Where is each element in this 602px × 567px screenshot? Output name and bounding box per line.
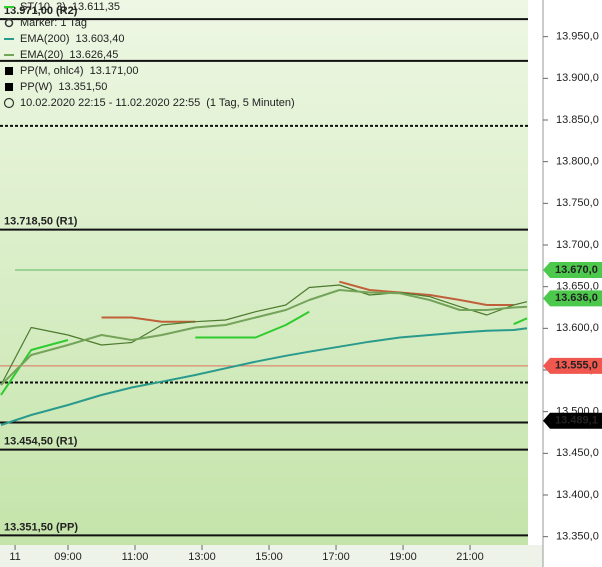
y-tick-label: 13.750,0 xyxy=(556,197,599,209)
legend-text: 13.611,35 xyxy=(72,1,120,13)
st-line xyxy=(0,310,528,396)
y-tick-label: 13.600,0 xyxy=(556,322,599,334)
y-tick-label: 13.850,0 xyxy=(556,114,599,126)
y-tick-label: 13.900,0 xyxy=(556,72,599,84)
legend-text: 13.626,45 xyxy=(69,49,118,61)
level-label: 13.971,00 (R2) xyxy=(4,5,78,17)
x-tick-label: 19:00 xyxy=(389,551,417,563)
x-tick-label: 21:00 xyxy=(456,551,484,563)
legend-text: PP(W) xyxy=(20,81,52,93)
y-tick-label: 13.450,0 xyxy=(556,447,599,459)
legend-text: PP(M, ohlc4) xyxy=(20,65,84,77)
legend-icon xyxy=(4,18,14,28)
price-marker xyxy=(543,412,602,429)
x-tick-label: 17:00 xyxy=(322,551,350,563)
price-marker-label: 13.670,0 xyxy=(555,264,598,276)
legend-text: EMA(20) xyxy=(20,49,63,61)
price-marker xyxy=(543,290,602,307)
x-tick-label: 09:00 xyxy=(54,551,82,563)
legend-icon xyxy=(5,67,13,75)
price-marker xyxy=(543,357,602,374)
trail-line xyxy=(101,280,514,323)
x-tick-label: 11 xyxy=(9,551,20,563)
plot-area xyxy=(0,0,528,545)
price-marker-label: 13.555,0 xyxy=(555,360,598,372)
legend-icon xyxy=(5,83,13,91)
y-tick-label: 13.400,0 xyxy=(556,489,599,501)
legend-text: Marker: 1 Tag xyxy=(20,17,87,29)
y-tick-label: 13.700,0 xyxy=(556,239,599,251)
y-tick-label: 13.800,0 xyxy=(556,156,599,168)
y-tick-label: 13.950,0 xyxy=(556,31,599,43)
legend-text: 13.351,50 xyxy=(58,81,107,93)
x-tick-label: 13:00 xyxy=(188,551,216,563)
level-label: 13.351,50 (PP) xyxy=(4,521,78,533)
price-line xyxy=(0,284,528,386)
legend-text: EMA(200) xyxy=(20,33,70,45)
legend-text: (1 Tag, 5 Minuten) xyxy=(206,97,294,109)
ema200-line xyxy=(0,327,528,426)
legend-text: 13.171,00 xyxy=(90,65,139,77)
level-label: 13.454,50 (R1) xyxy=(4,435,78,447)
price-marker-label: 13.489,1 xyxy=(555,415,598,427)
x-axis-area xyxy=(0,545,543,567)
legend-text: 13.603,40 xyxy=(76,33,125,45)
y-tick-label: 13.350,0 xyxy=(556,531,599,543)
level-label: 13.718,50 (R1) xyxy=(4,215,78,227)
x-tick-label: 15:00 xyxy=(255,551,283,563)
price-marker xyxy=(543,262,602,278)
ema20-line xyxy=(0,289,528,386)
legend-text: 10.02.2020 22:15 - 11.02.2020 22:55 xyxy=(20,97,200,109)
legend-icon xyxy=(3,97,15,109)
legend-text: ST(10, 3) xyxy=(20,1,66,13)
price-marker-label: 13.636,0 xyxy=(555,292,598,304)
x-tick-label: 11:00 xyxy=(122,551,149,563)
y-tick-label: 13.650,0 xyxy=(556,281,599,293)
